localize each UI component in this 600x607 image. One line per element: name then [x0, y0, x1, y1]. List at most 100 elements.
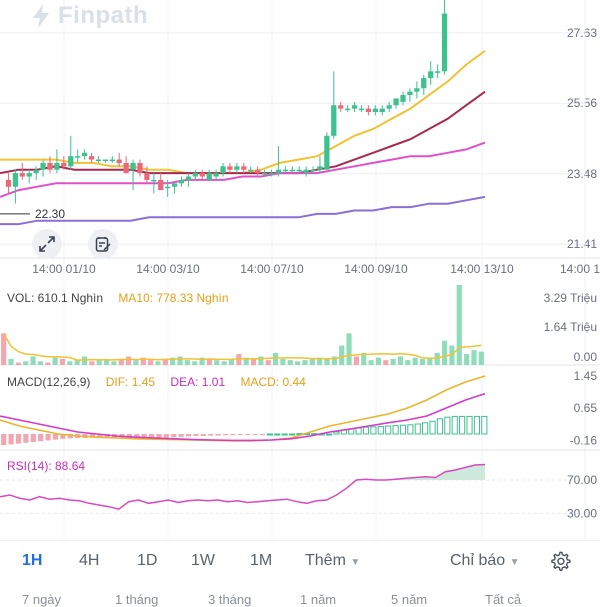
candle-body [102, 159, 108, 162]
volume-bar [52, 357, 58, 365]
macd-hist-bar [281, 433, 288, 436]
volume-bar [1, 333, 7, 365]
candle-body [171, 183, 178, 187]
macd-hist-bar [473, 415, 480, 435]
volume-bar [353, 356, 359, 365]
volume-bar [442, 340, 448, 365]
timeframe-1m[interactable]: 1M [250, 552, 273, 569]
candle-body [137, 162, 143, 174]
candle-body [12, 173, 19, 187]
macd-hist-bar [362, 426, 370, 435]
volume-bar [74, 360, 80, 365]
candle-body [338, 105, 344, 109]
macd-hist-bar [274, 433, 281, 436]
candle-body [421, 78, 427, 89]
macd-hist-bar [156, 434, 162, 438]
volume-legend: VOL: 610.1 Nghìn MA10: 778.33 Nghìn [7, 291, 241, 305]
volume-bar [383, 360, 389, 365]
volume-bar [15, 362, 21, 365]
volume-bar [324, 358, 330, 365]
ma-line-purple [0, 195, 486, 226]
volume-bar [287, 360, 293, 365]
volume-bar [280, 358, 286, 365]
ma-line-maroon [0, 90, 486, 175]
volume-bar [412, 357, 418, 365]
time-tick-label: 14:00 17/ [560, 262, 600, 276]
min-marker-label: 22.30 [35, 207, 65, 221]
more-dropdown[interactable]: Thêm ▼ [305, 552, 360, 570]
candle-body [351, 105, 358, 109]
volume-bar [317, 357, 323, 365]
macd-hist-bar [422, 422, 429, 435]
macd-hist-bar [429, 420, 436, 435]
macd-hist-bar [370, 426, 377, 435]
macd-hist-bar [444, 416, 451, 435]
candle-body [428, 71, 434, 79]
macd-hist-bar [325, 433, 333, 436]
volume-bar [214, 360, 220, 365]
candle-body [379, 108, 385, 113]
rsi-label: RSI(14): 88.64 [7, 459, 86, 473]
timeframe-4h[interactable]: 4H [79, 552, 100, 569]
volume-bar [272, 352, 279, 365]
candle-body [407, 91, 413, 96]
volume-bar [331, 356, 337, 365]
timeframe-bar: 1H 4H 1D 1W 1M Thêm ▼ Chỉ báo ▼ [0, 540, 600, 581]
candle-body [213, 173, 219, 177]
candle-body [26, 173, 32, 177]
chart-svg[interactable]: 27.63 25.56 23.48 21.41 14:00 01/10 14:00 03/… [0, 0, 600, 540]
settings-button[interactable] [549, 550, 571, 577]
expand-button[interactable] [32, 229, 62, 259]
macd-hist-bar [200, 434, 206, 436]
macd-hist-bar [52, 434, 59, 440]
candle-body [40, 162, 46, 170]
volume-bar [405, 360, 411, 365]
candle-body [61, 162, 67, 167]
candle-body [317, 166, 323, 170]
macd-hist-bar [15, 434, 22, 444]
volume-bar [206, 358, 213, 365]
timeframe-1d[interactable]: 1D [137, 552, 158, 569]
timeframe-1w[interactable]: 1W [191, 552, 215, 569]
note-button[interactable] [88, 229, 118, 259]
candle-body [220, 166, 226, 174]
time-tick-label: 14:00 09/10 [344, 262, 408, 276]
macd-hist-bar [414, 423, 421, 435]
candle-body [151, 179, 157, 182]
volume-bar [302, 360, 308, 365]
volume-bar [184, 360, 190, 365]
candle-body [178, 179, 185, 184]
brand-name: Finpath [58, 2, 149, 29]
volume-bar [471, 350, 477, 365]
macd-hist-bar [215, 434, 221, 436]
candle-body [241, 166, 247, 170]
volume-bar [397, 356, 404, 365]
volume-bar [464, 354, 470, 365]
indicator-dropdown[interactable]: Chỉ báo ▼ [450, 552, 520, 570]
macd-hist-bar [141, 434, 147, 439]
macd-hist-bar [208, 434, 214, 436]
volume-bar [177, 356, 183, 365]
candle-body [393, 98, 399, 106]
macd-dea-line [0, 392, 486, 442]
macd-hist-bar [185, 434, 192, 437]
volume-bar [295, 361, 301, 365]
volume-bar [45, 362, 51, 365]
volume-bar [96, 360, 102, 365]
macd-hist-bar [97, 434, 103, 438]
volume-bar [228, 358, 235, 365]
macd-hist-bar [355, 427, 362, 435]
volume-bar [250, 358, 257, 365]
time-tick-label: 14:00 07/10 [240, 262, 304, 276]
macd-hist-bar [193, 434, 199, 436]
ma-line-pink [0, 141, 486, 198]
rsi-tick-label: 70.00 [567, 473, 597, 487]
volume-bar [221, 361, 227, 365]
volume-bar [309, 358, 315, 365]
candle-body [88, 156, 95, 160]
candle-body [414, 88, 420, 92]
timeframe-1h[interactable]: 1H [22, 552, 43, 569]
macd-hist-bar [163, 434, 169, 438]
volume-bar [23, 361, 29, 365]
